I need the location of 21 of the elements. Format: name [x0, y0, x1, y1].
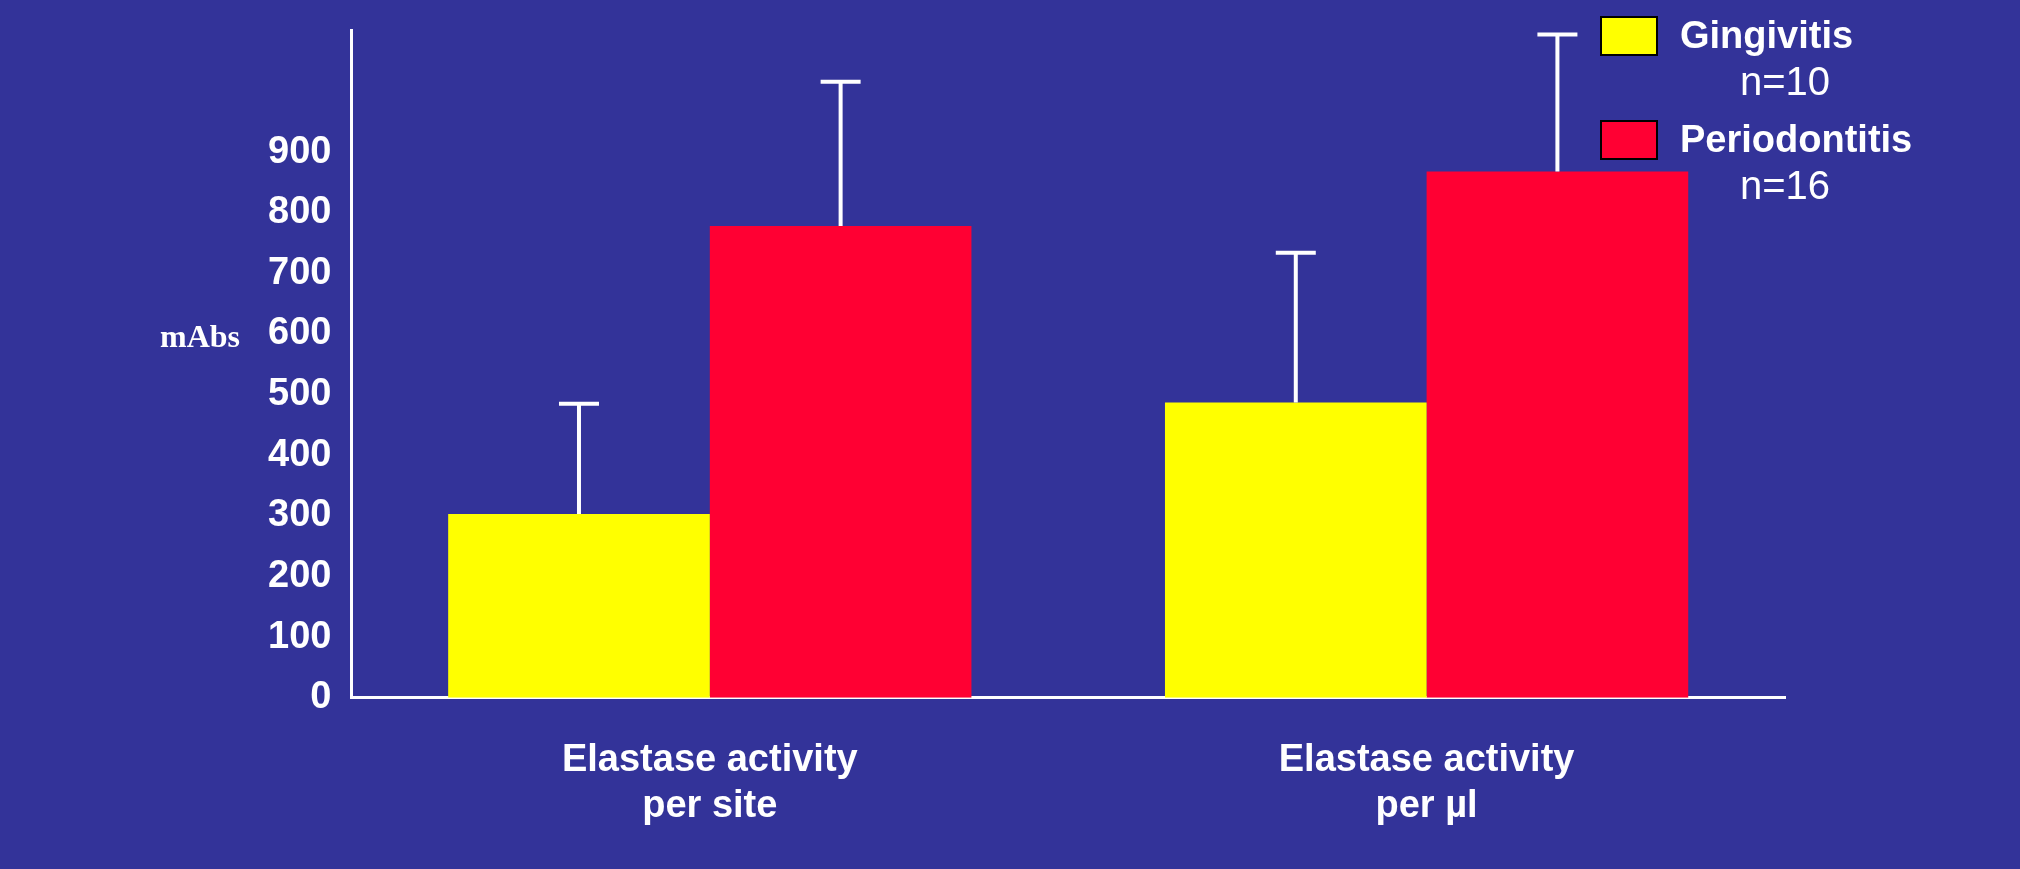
- annotation: n=10: [1740, 59, 1832, 104]
- bar: [1426, 171, 1689, 698]
- y-tick-label: 900: [268, 128, 332, 171]
- bar: [709, 226, 972, 698]
- legend-label: Periodontitis: [1680, 118, 1913, 161]
- y-tick-label: 600: [268, 310, 332, 353]
- bar: [1164, 402, 1427, 698]
- y-axis-title: mAbs: [160, 318, 241, 355]
- legend-label: Gingivitis: [1680, 14, 1854, 57]
- y-tick-label: 200: [268, 553, 332, 596]
- x-tick-label: Elastase activity per site: [561, 737, 858, 825]
- y-tick-label: 500: [268, 371, 332, 414]
- annotation: n=16: [1740, 163, 1832, 208]
- y-tick-label: 800: [268, 189, 332, 232]
- y-tick-label: 300: [268, 492, 332, 535]
- y-tick-label: 0: [310, 674, 332, 717]
- bar: [448, 514, 710, 698]
- y-tick-label: 100: [268, 613, 332, 656]
- x-tick-label: Elastase activity per µl: [1278, 737, 1575, 825]
- y-tick-label: 700: [268, 249, 332, 292]
- y-tick-label: 400: [268, 431, 332, 474]
